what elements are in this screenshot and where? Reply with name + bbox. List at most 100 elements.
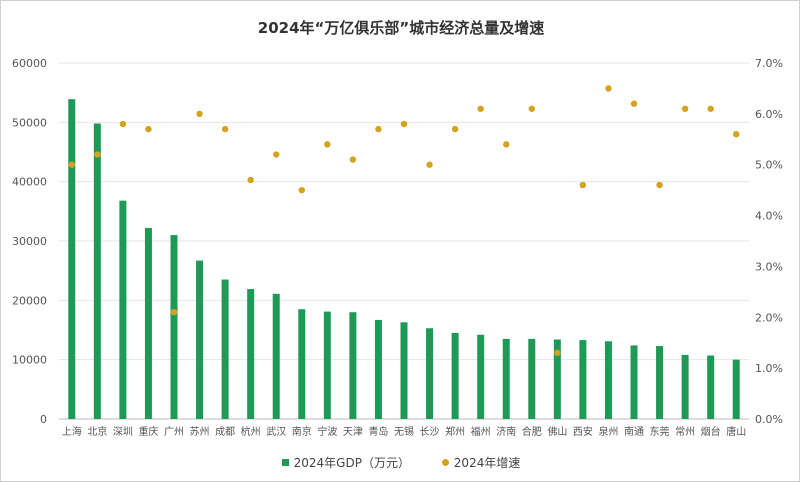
x-category-label: 佛山 — [547, 425, 567, 438]
gdp-bar — [144, 227, 152, 419]
x-category-label: 广州 — [164, 426, 184, 438]
gdp-bar — [732, 359, 740, 419]
y-right-tick-label: 6.0% — [755, 108, 783, 121]
growth-point — [630, 100, 638, 107]
gdp-bar — [323, 311, 331, 419]
growth-point — [681, 105, 689, 112]
growth-point — [707, 105, 714, 112]
y-right-tick-label: 1.0% — [755, 362, 783, 375]
x-category-label: 重庆 — [138, 425, 158, 438]
gdp-bar — [272, 293, 280, 419]
x-category-label: 东莞 — [650, 425, 670, 438]
growth-point — [503, 141, 510, 148]
gdp-bar — [553, 339, 561, 419]
gdp-bar — [349, 312, 357, 419]
y-right-tick-label: 3.0% — [755, 260, 783, 273]
growth-point — [349, 156, 357, 163]
growth-point — [451, 125, 459, 133]
x-category-label: 无锡 — [394, 425, 414, 438]
gdp-bar — [196, 260, 204, 419]
growth-point — [375, 125, 382, 133]
x-category-label: 西安 — [573, 425, 593, 438]
gdp-bar — [630, 345, 638, 419]
growth-point — [426, 161, 433, 168]
gdp-bar — [374, 319, 382, 419]
y-right-tick-label: 4.0% — [755, 210, 783, 223]
gdp-bar — [221, 279, 229, 419]
x-category-label: 青岛 — [368, 425, 388, 438]
gdp-bar — [451, 332, 459, 419]
x-category-label: 南京 — [292, 425, 312, 438]
growth-point — [119, 120, 127, 128]
x-category-label: 成都 — [215, 426, 235, 438]
x-category-label: 福州 — [471, 425, 491, 438]
growth-point — [94, 151, 101, 158]
legend-label-growth: 2024年增速 — [453, 456, 521, 470]
growth-point — [400, 120, 408, 128]
x-category-label: 唐山 — [726, 425, 746, 438]
growth-point — [68, 161, 75, 168]
y-left-tick-label: 30000 — [12, 235, 47, 248]
gdp-bar — [656, 346, 664, 419]
y-right-tick-label: 0.0% — [755, 413, 783, 426]
x-category-label: 常州 — [675, 425, 695, 438]
legend-swatch-gdp — [281, 459, 289, 466]
growth-point — [477, 105, 484, 112]
growth-point — [196, 110, 203, 118]
growth-point — [579, 181, 587, 189]
growth-point — [247, 176, 254, 184]
chart-legend: 2024年GDP（万元） 2024年增速 — [1, 454, 800, 471]
gdp-bar — [502, 338, 510, 419]
growth-point — [605, 85, 612, 92]
chart-title: 2024年“万亿俱乐部”城市经济总量及增速 — [257, 19, 545, 37]
gdp-bar — [477, 334, 485, 419]
x-category-label: 深圳 — [113, 426, 133, 438]
gdp-bar — [707, 355, 715, 419]
x-category-label: 泉州 — [598, 425, 618, 438]
gdp-bar — [119, 200, 127, 419]
x-category-label: 宁波 — [317, 425, 337, 438]
gdp-bar — [298, 309, 306, 419]
x-category-label: 南通 — [624, 425, 644, 438]
y-right-tick-label: 7.0% — [755, 57, 783, 70]
x-category-label: 天津 — [343, 426, 363, 438]
x-category-label: 郑州 — [445, 425, 465, 438]
growth-point — [145, 125, 152, 133]
gdp-bar — [93, 123, 101, 420]
gdp-bar — [426, 328, 434, 419]
growth-point — [273, 151, 280, 158]
x-category-label: 杭州 — [241, 425, 261, 438]
growth-point — [324, 141, 331, 148]
y-right-tick-label: 2.0% — [755, 311, 783, 324]
growth-point — [656, 181, 663, 189]
gdp-bar — [400, 322, 408, 419]
x-category-label: 长沙 — [420, 426, 440, 438]
x-category-label: 烟台 — [701, 425, 721, 438]
growth-point — [528, 105, 535, 112]
x-category-label: 合肥 — [522, 425, 542, 438]
growth-point — [221, 125, 229, 133]
gdp-bar — [604, 341, 612, 419]
x-category-label: 北京 — [87, 425, 107, 438]
gdp-bar — [68, 99, 76, 420]
x-category-label: 济南 — [496, 425, 516, 438]
y-left-tick-label: 50000 — [12, 116, 47, 129]
legend-item-gdp: 2024年GDP（万元） — [281, 454, 410, 471]
gdp-bar — [528, 338, 536, 419]
legend-label-gdp: 2024年GDP（万元） — [293, 456, 410, 470]
x-category-label: 武汉 — [266, 425, 286, 438]
gdp-bar — [579, 340, 587, 419]
gdp-bar — [247, 289, 255, 419]
y-left-tick-label: 0 — [40, 413, 47, 426]
y-right-tick-label: 5.0% — [755, 159, 783, 172]
legend-swatch-growth — [441, 459, 449, 466]
legend-item-growth: 2024年增速 — [441, 454, 521, 471]
y-left-tick-label: 10000 — [12, 354, 47, 367]
y-left-tick-label: 20000 — [12, 294, 47, 307]
x-category-label: 苏州 — [190, 425, 210, 438]
y-left-tick-label: 60000 — [12, 57, 47, 70]
x-category-label: 上海 — [62, 425, 82, 438]
growth-point — [733, 131, 740, 138]
